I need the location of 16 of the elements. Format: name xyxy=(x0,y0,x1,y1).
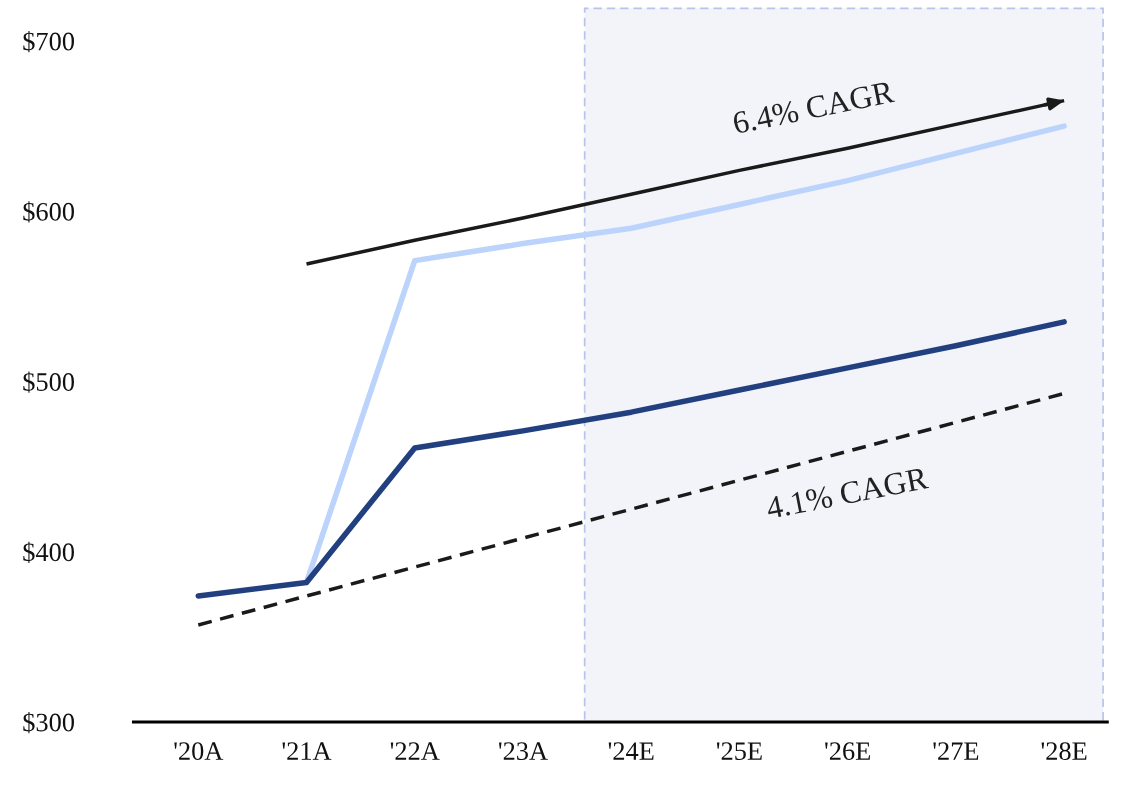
x-tick-label: '22A xyxy=(390,742,440,760)
x-tick-label: '23A xyxy=(498,742,548,761)
y-tick-label: $600 xyxy=(23,201,74,223)
y-tick-label: $700 xyxy=(23,31,74,53)
annotation: 6.4% CAGR xyxy=(732,80,896,135)
y-tick-label: $500 xyxy=(23,371,74,393)
x-tick-label: '25E xyxy=(716,742,762,761)
y-tick-label: $400 xyxy=(23,541,74,563)
x-tick-label: '24E xyxy=(608,742,654,760)
annotation: 4.1% CAGR xyxy=(765,466,930,520)
x-tick-label: '20A xyxy=(174,742,224,761)
y-tick-label: $300 xyxy=(23,712,74,734)
x-tick-label: '27E xyxy=(933,742,979,760)
x-tick-label: '28E xyxy=(1041,742,1087,761)
x-tick-label: '21A xyxy=(282,742,332,760)
x-tick-label: '26E xyxy=(825,742,870,761)
